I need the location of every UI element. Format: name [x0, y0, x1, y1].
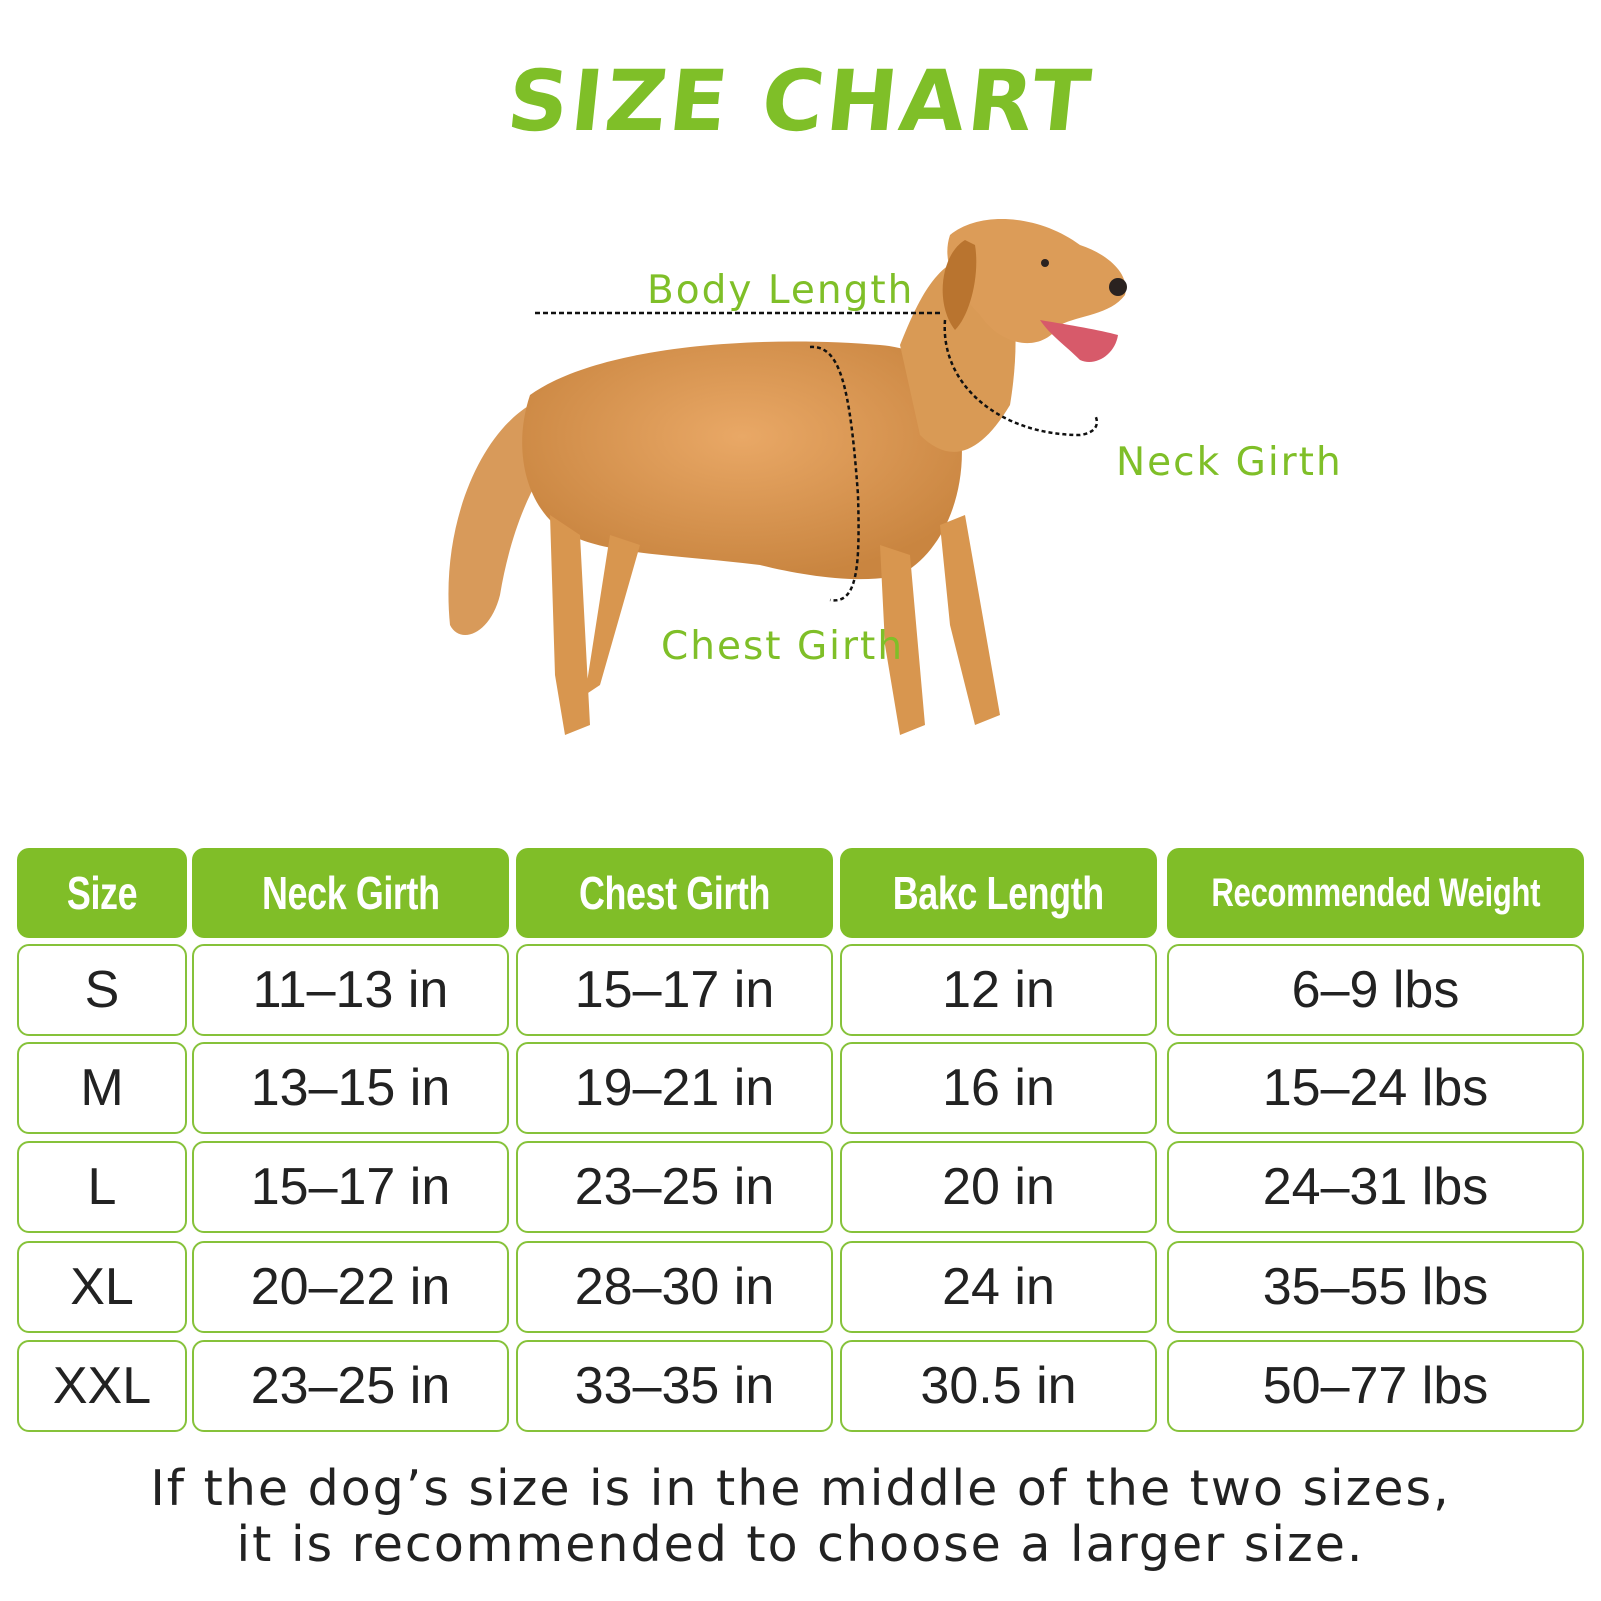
cell-size: XXL [17, 1340, 187, 1432]
cell-value: 20 in [942, 1158, 1055, 1216]
cell-back-length: 30.5 in [840, 1340, 1157, 1432]
header-cell-back-length: Bakc Length [840, 848, 1157, 938]
dog-nose [1109, 278, 1127, 296]
header-label: Recommended Weight [1211, 870, 1540, 915]
cell-value: 15–17 in [250, 1158, 451, 1216]
cell-neck-girth: 23–25 in [192, 1340, 509, 1432]
header-label: Size [66, 867, 138, 919]
cell-value: 20–22 in [250, 1258, 451, 1316]
cell-size: M [17, 1042, 187, 1134]
cell-value: 50–77 lbs [1262, 1357, 1489, 1415]
dog-leg-back [550, 515, 640, 735]
header-cell-recommended-weight: Recommended Weight [1167, 848, 1584, 938]
cell-value: 13–15 in [250, 1059, 451, 1117]
cell-neck-girth: 20–22 in [192, 1241, 509, 1333]
dog-illustration [448, 218, 1127, 735]
cell-value: 23–25 in [250, 1357, 451, 1415]
footer-note-line1: If the dog’s size is in the middle of th… [150, 1460, 1451, 1517]
cell-back-length: 20 in [840, 1141, 1157, 1233]
header-label: Neck Girth [261, 867, 440, 919]
cell-value: 33–35 in [574, 1357, 775, 1415]
cell-recommended-weight: 50–77 lbs [1167, 1340, 1584, 1432]
cell-value: 15–17 in [574, 961, 775, 1019]
dog-leg-front [880, 515, 1000, 735]
cell-neck-girth: 15–17 in [192, 1141, 509, 1233]
cell-size: L [17, 1141, 187, 1233]
cell-value: 24–31 lbs [1262, 1158, 1489, 1216]
dog-head [947, 218, 1126, 344]
cell-value: 30.5 in [920, 1357, 1077, 1415]
cell-recommended-weight: 35–55 lbs [1167, 1241, 1584, 1333]
cell-chest-girth: 23–25 in [516, 1141, 833, 1233]
cell-value: 23–25 in [574, 1158, 775, 1216]
footer-note-line2: it is recommended to choose a larger siz… [236, 1516, 1365, 1573]
cell-back-length: 12 in [840, 944, 1157, 1036]
cell-size: S [17, 944, 187, 1036]
chest-girth-label: Chest Girth [661, 624, 905, 669]
cell-value: XXL [52, 1357, 152, 1415]
cell-value: XL [70, 1258, 134, 1316]
cell-value: 28–30 in [574, 1258, 775, 1316]
chest-girth-arrow [809, 345, 860, 602]
cell-recommended-weight: 15–24 lbs [1167, 1042, 1584, 1134]
cell-neck-girth: 13–15 in [192, 1042, 509, 1134]
header-label: Chest Girth [578, 867, 771, 919]
cell-value: 12 in [942, 961, 1055, 1019]
cell-value: 35–55 lbs [1262, 1258, 1489, 1316]
cell-value: 11–13 in [252, 961, 449, 1019]
header-label: Bakc Length [892, 867, 1105, 919]
body-length-label: Body Length [647, 268, 915, 313]
cell-value: S [84, 961, 120, 1019]
cell-recommended-weight: 24–31 lbs [1167, 1141, 1584, 1233]
header-cell-neck-girth: Neck Girth [192, 848, 509, 938]
cell-value: M [80, 1059, 124, 1117]
dog-eye [1041, 259, 1049, 267]
cell-value: 24 in [942, 1258, 1055, 1316]
dog-tongue [1040, 320, 1118, 363]
cell-chest-girth: 19–21 in [516, 1042, 833, 1134]
cell-back-length: 24 in [840, 1241, 1157, 1333]
neck-girth-label: Neck Girth [1116, 440, 1343, 485]
cell-value: 6–9 lbs [1291, 961, 1460, 1019]
header-cell-chest-girth: Chest Girth [516, 848, 833, 938]
cell-chest-girth: 15–17 in [516, 944, 833, 1036]
header-cell-size: Size [17, 848, 187, 938]
dog-ear [942, 240, 977, 330]
cell-value: L [87, 1158, 117, 1216]
neck-girth-arrow [943, 319, 1099, 437]
page-title: SIZE CHART [0, 52, 1601, 150]
cell-recommended-weight: 6–9 lbs [1167, 944, 1584, 1036]
cell-chest-girth: 33–35 in [516, 1340, 833, 1432]
title-text: SIZE CHART [503, 52, 1098, 150]
cell-back-length: 16 in [840, 1042, 1157, 1134]
cell-value: 15–24 lbs [1262, 1059, 1489, 1117]
dog-body [522, 341, 962, 580]
cell-value: 16 in [942, 1059, 1055, 1117]
cell-size: XL [17, 1241, 187, 1333]
cell-value: 19–21 in [574, 1059, 775, 1117]
cell-neck-girth: 11–13 in [192, 944, 509, 1036]
cell-chest-girth: 28–30 in [516, 1241, 833, 1333]
